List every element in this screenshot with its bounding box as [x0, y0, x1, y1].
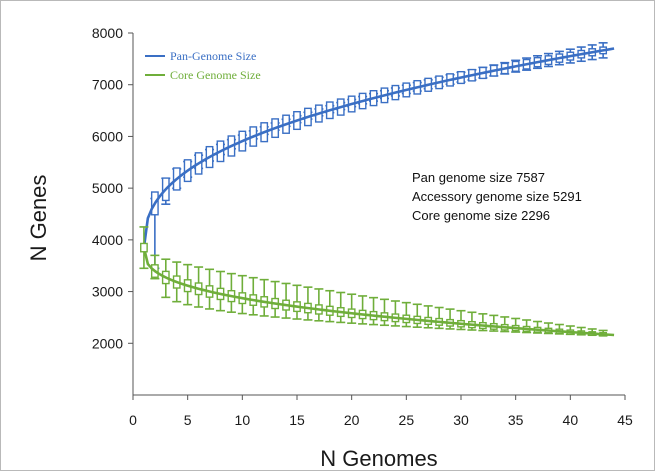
y-tick-label: 4000 [92, 232, 123, 248]
boxplot-core [270, 280, 280, 318]
x-tick-label: 20 [344, 412, 360, 428]
boxplot-core [358, 295, 368, 325]
legend: Pan-Genome Size Core Genome Size [145, 49, 261, 82]
x-tick-label: 10 [235, 412, 251, 428]
boxplot-core [314, 288, 324, 322]
boxplot-core [401, 301, 411, 328]
boxplot-core [281, 282, 291, 319]
y-tick-label: 7000 [92, 77, 123, 93]
boxplot-core [478, 313, 488, 332]
start-box [140, 242, 148, 253]
boxplot-core [522, 319, 532, 334]
series-pan [142, 42, 615, 270]
boxplot-core [489, 314, 499, 332]
boxplot-core [303, 286, 313, 321]
series-group [139, 42, 615, 337]
x-tick-label: 45 [617, 412, 633, 428]
boxplot-core [325, 289, 335, 323]
core-genome-size-label: Core genome size 2296 [412, 208, 550, 223]
boxplot-core [423, 305, 433, 329]
series-core [142, 247, 615, 337]
boxplot-core [248, 276, 258, 316]
boxplot-core [511, 317, 521, 333]
x-tick-label: 5 [184, 412, 192, 428]
x-tick-label: 0 [129, 412, 137, 428]
boxplot-core [390, 300, 400, 327]
boxplot-core [369, 296, 379, 326]
boxplot-core [445, 308, 455, 330]
x-tick-group: 0 5 10 15 20 25 30 35 40 45 [129, 395, 633, 428]
legend-label-pan: Pan-Genome Size [170, 49, 256, 63]
y-tick-label: 6000 [92, 128, 123, 144]
boxplot-core [259, 278, 269, 317]
boxplot-core [347, 293, 357, 324]
x-tick-label: 35 [508, 412, 524, 428]
y-axis-title: N Genes [26, 175, 51, 262]
start-point-boxplot [139, 226, 149, 270]
x-tick-label: 40 [563, 412, 579, 428]
boxplot-core [226, 272, 236, 313]
fitted-curve-core [142, 247, 615, 337]
y-tick-group: 2000 3000 4000 5000 6000 7000 8000 [92, 25, 133, 351]
boxplot-core [215, 270, 225, 312]
x-tick-label: 25 [399, 412, 415, 428]
boxplot-core [205, 268, 215, 310]
boxplot-core [336, 291, 346, 324]
x-tick-label: 15 [289, 412, 305, 428]
boxplot-core [434, 306, 444, 330]
y-tick-label: 8000 [92, 25, 123, 41]
boxplot-core [292, 284, 302, 320]
x-tick-label: 30 [453, 412, 469, 428]
y-tick-label: 3000 [92, 284, 123, 300]
y-tick-label: 2000 [92, 335, 123, 351]
accessory-genome-size-label: Accessory genome size 5291 [412, 189, 582, 204]
annotation-block: Pan genome size 7587 Accessory genome si… [412, 170, 582, 223]
y-tick-label: 5000 [92, 180, 123, 196]
boxplot-core [500, 316, 510, 333]
legend-label-core: Core Genome Size [170, 68, 261, 82]
x-axis-title: N Genomes [320, 446, 437, 471]
fitted-curve-pan [142, 47, 615, 248]
axes [132, 33, 625, 396]
boxplot-core [467, 311, 477, 331]
pan-genome-size-label: Pan genome size 7587 [412, 170, 545, 185]
boxplot-core [412, 303, 422, 328]
boxplot-core [237, 274, 247, 315]
boxplot-core [379, 298, 389, 327]
boxplot-core [456, 309, 466, 331]
